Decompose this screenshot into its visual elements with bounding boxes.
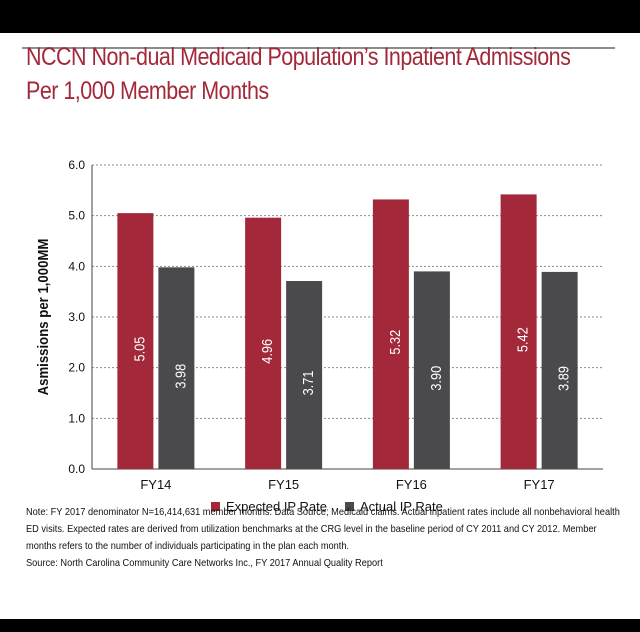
x-tick-label: FY14 <box>140 477 171 492</box>
bar-actual-fy14 <box>158 267 195 469</box>
y-tick-label: 2.0 <box>68 361 85 375</box>
y-tick-label: 1.0 <box>68 411 85 425</box>
data-label: 3.90 <box>427 366 444 391</box>
bar-expected-fy14 <box>117 213 154 469</box>
data-label: 3.71 <box>299 370 316 395</box>
x-tick-label: FY16 <box>396 477 427 492</box>
bar-expected-fy16 <box>372 199 409 469</box>
bar-expected-fy15 <box>245 217 282 469</box>
data-label: 3.98 <box>171 364 188 389</box>
y-tick-label: 5.0 <box>68 209 85 223</box>
chart-note: Note: FY 2017 denominator N=16,414,631 m… <box>26 506 620 552</box>
chart-title: NCCN Non-dual Medicaid Population’s Inpa… <box>26 40 571 108</box>
y-tick-label: 4.0 <box>68 259 85 273</box>
data-label: 5.05 <box>130 336 147 361</box>
y-tick-label: 0.0 <box>68 462 85 476</box>
chart-title-line-2: Per 1,000 Member Months <box>26 77 269 105</box>
y-tick-label: 3.0 <box>68 310 85 324</box>
data-label: 5.32 <box>386 330 403 355</box>
bar-actual-fy17 <box>541 271 578 469</box>
y-tick-label: 6.0 <box>68 158 85 172</box>
bar-actual-fy16 <box>413 271 450 469</box>
top-divider <box>22 47 615 49</box>
data-label: 3.89 <box>555 366 572 391</box>
bar-expected-fy17 <box>500 194 537 470</box>
data-label: 4.96 <box>258 339 275 364</box>
x-tick-label: FY15 <box>268 477 299 492</box>
bar-actual-fy15 <box>286 281 323 469</box>
legend-expected-swatch <box>211 502 220 511</box>
x-tick-label: FY17 <box>524 477 555 492</box>
legend-actual-label: Actual IP Rate <box>360 499 443 514</box>
legend-expected-label: Expected IP Rate <box>226 499 327 514</box>
data-label: 5.42 <box>514 327 531 352</box>
y-axis-label: Asmissions per 1,000MM <box>34 239 51 396</box>
legend-actual-swatch <box>345 502 354 511</box>
chart-title-line-1: NCCN Non-dual Medicaid Population’s Inpa… <box>26 43 571 71</box>
chart-source: Source: North Carolina Community Care Ne… <box>26 557 383 569</box>
